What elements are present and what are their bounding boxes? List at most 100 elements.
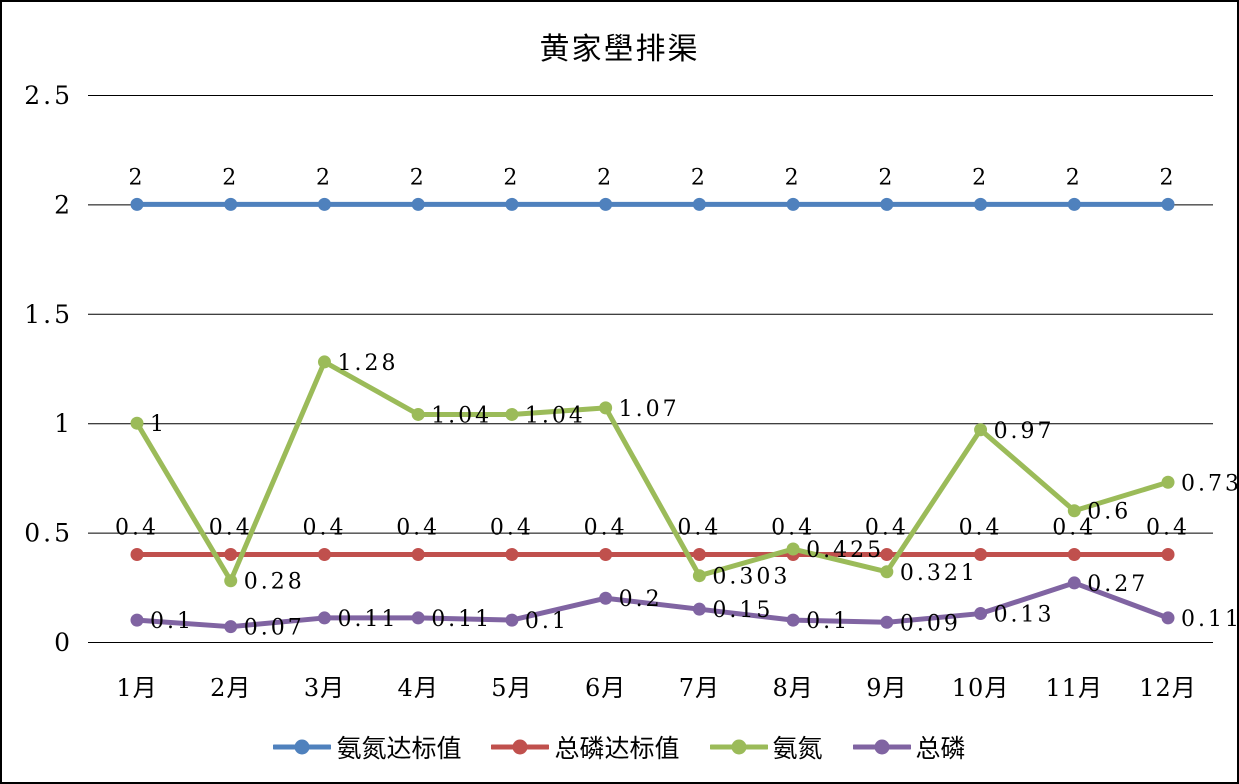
- series-marker-4: [599, 591, 613, 605]
- data-label: 0.11: [337, 607, 398, 632]
- legend-swatch-dot: [512, 739, 528, 755]
- legend-label: 氨氮: [772, 734, 823, 763]
- y-tick-label: 2: [54, 190, 73, 219]
- data-label: 0.13: [994, 603, 1055, 628]
- series-marker-2: [505, 547, 519, 561]
- data-label: 2: [972, 165, 989, 190]
- data-label: 0.2: [619, 587, 663, 612]
- data-label: 0.4: [490, 515, 534, 540]
- data-label: 0.09: [900, 611, 961, 636]
- x-category-label: 9月: [866, 674, 907, 702]
- series-marker-3: [130, 416, 144, 430]
- series-line-4: [134, 580, 1171, 630]
- legend-label: 氨氮达标值: [336, 734, 462, 763]
- data-label: 0.1: [525, 609, 569, 634]
- x-category-label: 4月: [398, 674, 439, 702]
- x-category-label: 7月: [679, 674, 720, 702]
- data-label: 0.303: [712, 565, 790, 590]
- series-marker-3: [974, 423, 988, 437]
- x-category-label: 1月: [116, 674, 157, 702]
- series-marker-1: [692, 197, 706, 211]
- legend-label: 总磷: [915, 734, 966, 763]
- series-marker-4: [1067, 576, 1081, 590]
- series-marker-3: [224, 574, 238, 588]
- y-tick-label: 1: [54, 409, 73, 438]
- series-marker-1: [505, 197, 519, 211]
- data-label: 0.425: [806, 538, 884, 563]
- series-marker-3: [1067, 504, 1081, 518]
- data-label: 0.4: [771, 515, 815, 540]
- data-label: 0.28: [244, 570, 305, 595]
- legend-item-1: 氨氮达标值: [273, 729, 461, 765]
- y-tick-label: 0: [54, 628, 73, 657]
- data-label: 2: [1066, 165, 1083, 190]
- data-label: 0.1: [806, 609, 850, 634]
- legend-line-marker-icon: [852, 739, 911, 755]
- x-category-label: 10月: [952, 674, 1010, 702]
- legend-item-4: 总磷: [852, 729, 966, 765]
- x-category-label: 6月: [585, 674, 626, 702]
- series-marker-2: [599, 547, 613, 561]
- series-marker-2: [1067, 547, 1081, 561]
- data-label: 0.11: [431, 607, 492, 632]
- data-label: 0.321: [900, 561, 978, 586]
- data-label: 0.4: [396, 515, 440, 540]
- series-marker-3: [1161, 475, 1175, 489]
- series-marker-4: [411, 611, 425, 625]
- series-marker-3: [880, 565, 894, 579]
- legend-line-marker-icon: [491, 739, 550, 755]
- x-category-label: 2月: [210, 674, 251, 702]
- data-label: 1.07: [619, 397, 680, 422]
- series-marker-1: [974, 197, 988, 211]
- series-marker-3: [317, 355, 331, 369]
- series-marker-2: [974, 547, 988, 561]
- data-label: 2: [316, 165, 333, 190]
- data-label: 2: [222, 165, 239, 190]
- series-marker-2: [411, 547, 425, 561]
- data-label: 0.97: [994, 419, 1055, 444]
- y-tick-label: 0.5: [24, 519, 73, 548]
- data-label: 2: [410, 165, 427, 190]
- data-label: 1.28: [337, 351, 398, 376]
- series-marker-4: [1161, 611, 1175, 625]
- series-marker-2: [880, 547, 894, 561]
- series-marker-4: [692, 602, 706, 616]
- series-marker-3: [505, 407, 519, 421]
- series-marker-1: [880, 197, 894, 211]
- series-marker-4: [880, 615, 894, 629]
- series-marker-3: [692, 569, 706, 583]
- data-label: 0.6: [1087, 500, 1131, 525]
- data-label: 0.4: [959, 515, 1003, 540]
- legend-swatch-dot: [731, 739, 746, 755]
- data-label: 0.4: [1146, 515, 1190, 540]
- data-label: 0.4: [677, 515, 721, 540]
- y-tick-label: 2.5: [24, 81, 73, 110]
- series-marker-1: [411, 197, 425, 211]
- x-category-label: 8月: [772, 674, 813, 702]
- series-marker-4: [786, 613, 800, 627]
- series-marker-2: [317, 547, 331, 561]
- series-marker-1: [1161, 197, 1175, 211]
- data-label: 1.04: [431, 403, 492, 428]
- data-label: 0.4: [584, 515, 628, 540]
- data-label: 0.07: [244, 616, 305, 641]
- data-label: 0.4: [209, 515, 253, 540]
- data-label: 2: [785, 165, 802, 190]
- data-label: 0.11: [1181, 607, 1237, 632]
- series-marker-1: [224, 197, 238, 211]
- data-label: 2: [691, 165, 708, 190]
- series-marker-3: [411, 407, 425, 421]
- data-label: 1: [150, 412, 167, 437]
- data-label: 0.4: [1052, 515, 1096, 540]
- data-label: 0.4: [302, 515, 346, 540]
- series-marker-4: [317, 611, 331, 625]
- data-label: 0.15: [712, 598, 773, 623]
- series-marker-4: [224, 620, 238, 634]
- data-label: 2: [1160, 165, 1177, 190]
- legend-label: 总磷达标值: [554, 734, 680, 763]
- series-marker-3: [786, 542, 800, 556]
- data-label: 2: [878, 165, 895, 190]
- series-marker-2: [130, 547, 144, 561]
